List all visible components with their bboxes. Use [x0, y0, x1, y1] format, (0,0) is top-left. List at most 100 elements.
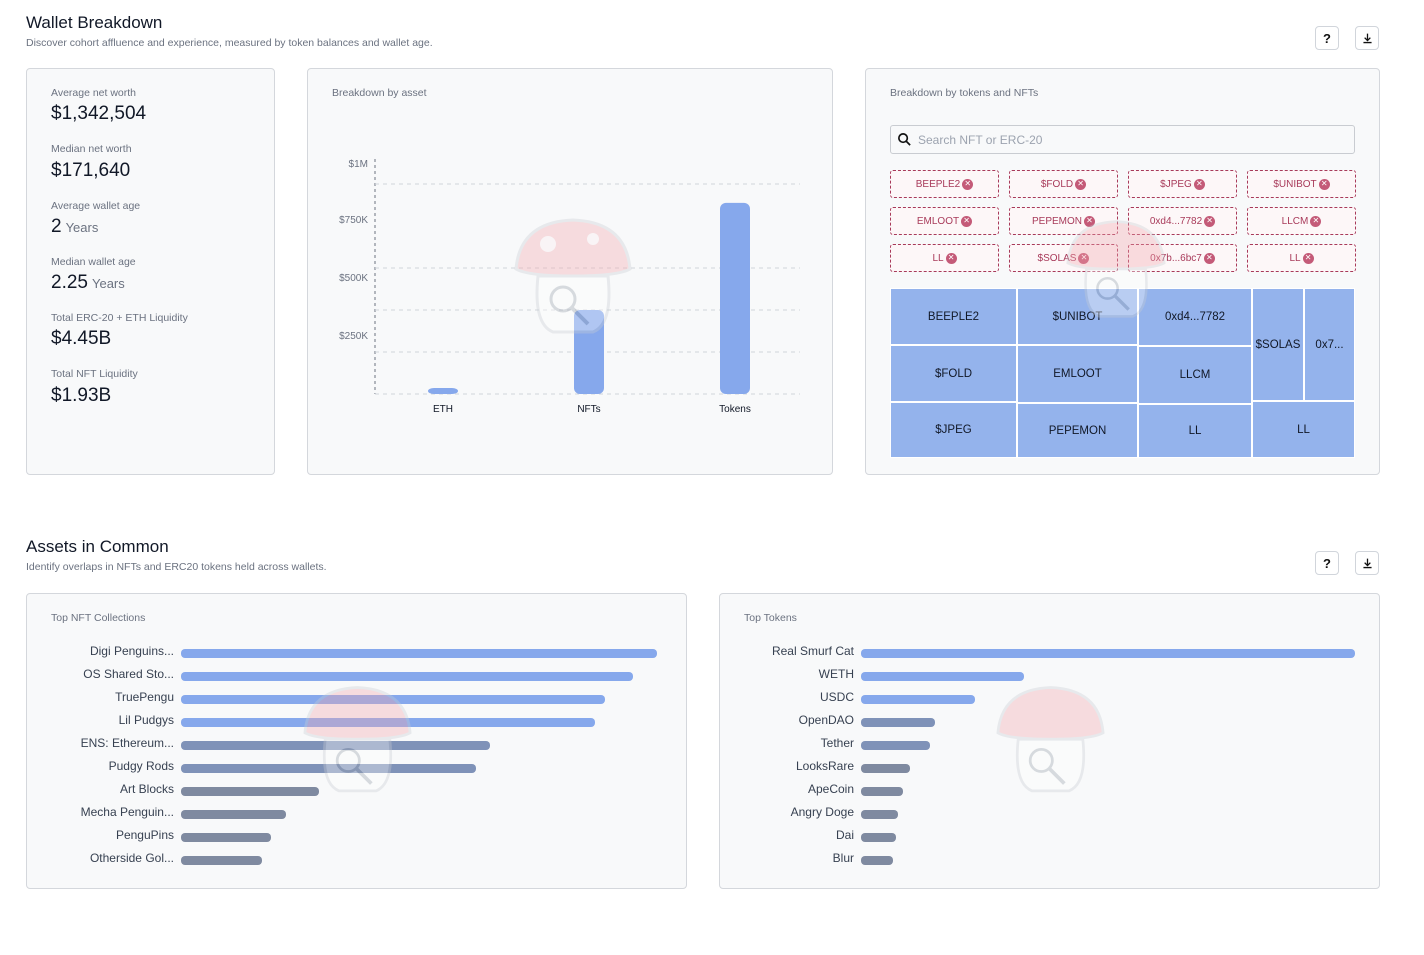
stat-number: 2	[51, 216, 62, 237]
row-bar[interactable]	[181, 833, 272, 842]
remove-chip-icon[interactable]: ✕	[1318, 178, 1330, 190]
filter-chip[interactable]: LL ✕	[1247, 244, 1356, 272]
search-icon	[898, 133, 911, 146]
search-input[interactable]	[918, 132, 1338, 147]
download-icon	[1362, 558, 1372, 568]
assets-in-common-subtitle: Identify overlaps in NFTs and ERC20 toke…	[26, 561, 327, 573]
stat-label: Median wallet age	[51, 256, 136, 268]
chip-label: 0x7b...6bc7	[1150, 252, 1202, 264]
filter-chip[interactable]: EMLOOT ✕	[890, 207, 999, 235]
filter-chip[interactable]: LLCM ✕	[1247, 207, 1356, 235]
stat-value: $4.45B	[51, 328, 111, 350]
chip-label: 0xd4...7782	[1149, 215, 1203, 227]
filter-chip[interactable]: $JPEG ✕	[1128, 170, 1237, 198]
row-bar[interactable]	[861, 810, 899, 819]
stat-label: Average wallet age	[51, 200, 141, 212]
y-tick-label: $750K	[339, 215, 368, 226]
remove-chip-icon[interactable]: ✕	[945, 252, 957, 264]
chip-label: PEPEMON	[1031, 215, 1082, 227]
help-button[interactable]: ?	[1315, 26, 1339, 50]
row-bar[interactable]	[181, 649, 657, 658]
asset-bar[interactable]	[574, 310, 604, 394]
filter-chip[interactable]: LL ✕	[890, 244, 999, 272]
treemap-cell[interactable]: $JPEG	[890, 402, 1017, 458]
remove-chip-icon[interactable]: ✕	[1204, 215, 1216, 227]
treemap-cell[interactable]: LLCM	[1138, 346, 1252, 404]
chip-label: $FOLD	[1040, 178, 1074, 190]
remove-chip-icon[interactable]: ✕	[961, 215, 973, 227]
row-label: Digi Penguins...	[89, 644, 174, 658]
chip-label: LLCM	[1281, 215, 1309, 227]
treemap-cell[interactable]: EMLOOT	[1017, 345, 1138, 403]
chip-label: LL	[932, 252, 944, 264]
x-tick-label: NFTs	[577, 404, 601, 415]
filter-chip[interactable]: 0x7b...6bc7 ✕	[1128, 244, 1237, 272]
remove-chip-icon[interactable]: ✕	[1310, 215, 1322, 227]
row-bar[interactable]	[181, 695, 605, 704]
treemap-cell[interactable]: LL	[1138, 404, 1252, 458]
row-label: Pudgy Rods	[108, 759, 174, 773]
filter-chip[interactable]: $UNIBOT ✕	[1247, 170, 1356, 198]
row-bar[interactable]	[861, 672, 1025, 681]
row-bar[interactable]	[861, 695, 975, 704]
treemap-cell[interactable]: $SOLAS	[1252, 288, 1304, 401]
row-label: Otherside Gol...	[89, 851, 174, 865]
treemap-cell[interactable]: 0xd4...7782	[1138, 288, 1252, 346]
download-button[interactable]	[1355, 26, 1379, 50]
row-bar[interactable]	[861, 787, 903, 796]
wallet-breakdown-title: Wallet Breakdown	[26, 13, 163, 32]
remove-chip-icon[interactable]: ✕	[1193, 178, 1205, 190]
search-box[interactable]	[890, 125, 1355, 154]
row-bar[interactable]	[181, 764, 477, 773]
treemap-cell[interactable]: 0x7...	[1304, 288, 1355, 401]
remove-chip-icon[interactable]: ✕	[1078, 252, 1090, 264]
treemap-cell[interactable]: LL	[1252, 401, 1355, 458]
remove-chip-icon[interactable]: ✕	[962, 178, 974, 190]
stat-number: $171,640	[51, 160, 131, 181]
stat-number: $1,342,504	[51, 103, 147, 124]
remove-chip-icon[interactable]: ✕	[1084, 215, 1095, 227]
treemap: BEEPLE2 $FOLD $JPEG $UNIBOT EMLOOT PEPEM…	[890, 288, 1355, 458]
help-button[interactable]: ?	[1315, 551, 1339, 575]
filter-chip[interactable]: BEEPLE2 ✕	[890, 170, 999, 198]
filter-chip[interactable]: 0xd4...7782 ✕	[1128, 207, 1237, 235]
row-bar[interactable]	[861, 856, 894, 865]
row-bar[interactable]	[181, 718, 596, 727]
stat-value: $1.93B	[51, 385, 111, 407]
row-bar[interactable]	[861, 833, 896, 842]
mushroom-watermark-icon	[996, 686, 1105, 793]
remove-chip-icon[interactable]: ✕	[1302, 252, 1314, 264]
treemap-cell[interactable]: $FOLD	[890, 345, 1017, 402]
filter-chip[interactable]: $FOLD ✕	[1009, 170, 1118, 198]
chip-label: $UNIBOT	[1273, 178, 1317, 190]
stat-number: $1.93B	[51, 385, 112, 406]
filter-chip[interactable]: $SOLAS✕	[1009, 244, 1118, 272]
asset-bar[interactable]	[428, 388, 458, 394]
row-bar[interactable]	[181, 672, 634, 681]
assets-in-common-title: Assets in Common	[26, 537, 169, 556]
row-bar[interactable]	[181, 741, 491, 750]
x-tick-label: Tokens	[719, 404, 751, 415]
asset-bar-svg	[374, 159, 800, 395]
row-bar[interactable]	[181, 856, 262, 865]
row-bar[interactable]	[861, 649, 1355, 658]
tokens-nfts-card: Breakdown by tokens and NFTs BEEPLE2✕ $F…	[865, 68, 1380, 475]
row-bar[interactable]	[861, 741, 931, 750]
row-bar[interactable]	[181, 810, 286, 819]
asset-bar[interactable]	[720, 202, 750, 394]
row-bar[interactable]	[181, 787, 320, 796]
row-label: Angry Doge	[790, 805, 854, 819]
treemap-cell[interactable]: BEEPLE2	[890, 288, 1017, 345]
remove-chip-icon[interactable]: ✕	[1203, 252, 1215, 264]
stat-value: $1,342,504	[51, 103, 146, 125]
remove-chip-icon[interactable]: ✕	[1075, 178, 1087, 190]
stat-label: Average net worth	[51, 87, 137, 99]
stat-label: Total NFT Liquidity	[51, 368, 138, 380]
row-bar[interactable]	[861, 764, 911, 773]
treemap-cell[interactable]: $UNIBOT	[1017, 288, 1138, 345]
download-button[interactable]	[1355, 551, 1379, 575]
filter-chip[interactable]: PEPEMON ✕	[1009, 207, 1118, 235]
chip-label: EMLOOT	[916, 215, 960, 227]
row-bar[interactable]	[861, 718, 936, 727]
treemap-cell[interactable]: PEPEMON	[1017, 403, 1138, 458]
